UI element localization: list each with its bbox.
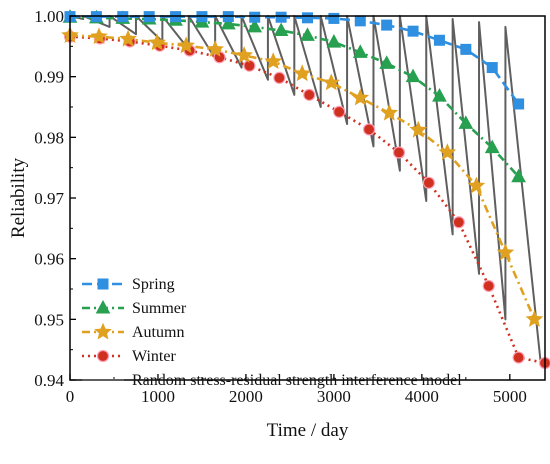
data-point	[326, 34, 342, 48]
y-tick-label: 0.94	[34, 371, 64, 390]
legend-swatch-marker	[94, 322, 112, 340]
data-point	[273, 71, 286, 84]
data-point	[381, 19, 393, 31]
legend-label: Winter	[132, 348, 176, 365]
data-point	[328, 12, 340, 24]
data-point	[482, 279, 495, 293]
series-line	[69, 15, 542, 362]
legend-swatch-marker	[97, 278, 109, 290]
data-point	[458, 115, 474, 129]
data-point	[405, 68, 421, 83]
data-point	[452, 216, 465, 229]
y-axis: 0.94 0.95 0.96 0.97 0.98 0.99 1.00	[34, 7, 76, 390]
data-point	[303, 88, 316, 101]
data-point	[438, 143, 457, 161]
data-point	[148, 33, 166, 51]
data-point	[379, 55, 395, 69]
x-tick-label: 5000	[493, 387, 527, 406]
legend: Spring Summer Autumn Winter Random stress-re…	[82, 276, 462, 389]
data-point	[119, 29, 137, 47]
data-point	[177, 36, 195, 54]
y-tick-label: 1.00	[34, 7, 64, 26]
data-point	[525, 310, 544, 327]
legend-swatch-marker	[96, 349, 110, 363]
series-autumn	[61, 26, 544, 327]
data-point	[275, 11, 287, 23]
data-point	[484, 139, 500, 154]
data-point	[264, 52, 283, 70]
data-point	[302, 12, 313, 24]
legend-item: Random stress-residual strength interfer…	[82, 372, 462, 389]
y-tick-label: 0.97	[34, 189, 64, 208]
data-point	[409, 120, 428, 138]
x-tick-label: 2000	[229, 387, 263, 406]
data-point	[513, 98, 525, 110]
data-point	[433, 34, 445, 46]
y-tick-label: 0.96	[34, 250, 64, 269]
y-axis-label: Reliability	[8, 157, 29, 238]
legend-swatch-marker	[95, 299, 111, 314]
data-point	[392, 146, 406, 159]
data-point	[90, 27, 108, 45]
legend-item: Spring	[82, 276, 175, 293]
y-tick-label: 0.95	[34, 310, 64, 329]
data-point	[293, 64, 312, 82]
series-winter	[63, 30, 550, 370]
x-axis: 0 1000 2000 3000 4000 5000	[66, 374, 527, 406]
x-tick-label: 4000	[405, 387, 439, 406]
legend-label: Autumn	[132, 324, 184, 341]
data-point	[496, 243, 515, 261]
y-tick-label: 0.99	[34, 68, 64, 87]
data-point	[220, 15, 236, 30]
data-point	[422, 176, 435, 189]
data-point	[354, 15, 366, 27]
data-point	[432, 88, 447, 102]
data-point	[249, 11, 261, 23]
data-point	[486, 62, 498, 74]
x-tick-label: 1000	[141, 387, 175, 406]
data-point	[407, 25, 419, 37]
legend-label: Random stress-residual strength interfer…	[132, 372, 462, 389]
data-point	[235, 46, 254, 63]
x-tick-label: 3000	[317, 387, 351, 406]
legend-item: Autumn	[82, 322, 184, 341]
legend-label: Spring	[132, 276, 175, 293]
data-point	[322, 73, 341, 91]
series-model	[69, 15, 542, 362]
data-point	[460, 43, 472, 55]
x-axis-label: Time / day	[267, 420, 349, 441]
data-point	[467, 176, 486, 194]
data-point	[362, 123, 376, 136]
data-point	[333, 105, 346, 118]
data-point	[512, 351, 525, 364]
data-point	[380, 103, 399, 121]
x-tick-label: 0	[66, 387, 75, 406]
data-point	[351, 88, 370, 106]
data-point	[206, 40, 224, 57]
legend-item: Winter	[82, 348, 176, 365]
data-point	[273, 22, 289, 37]
data-point	[511, 168, 526, 183]
legend-label: Summer	[132, 300, 187, 317]
data-point	[243, 59, 256, 72]
data-point	[247, 18, 263, 33]
y-tick-label: 0.98	[34, 128, 64, 147]
series-layer	[61, 9, 550, 370]
data-point	[300, 27, 315, 41]
legend-item: Summer	[82, 299, 187, 317]
data-point	[352, 44, 368, 58]
